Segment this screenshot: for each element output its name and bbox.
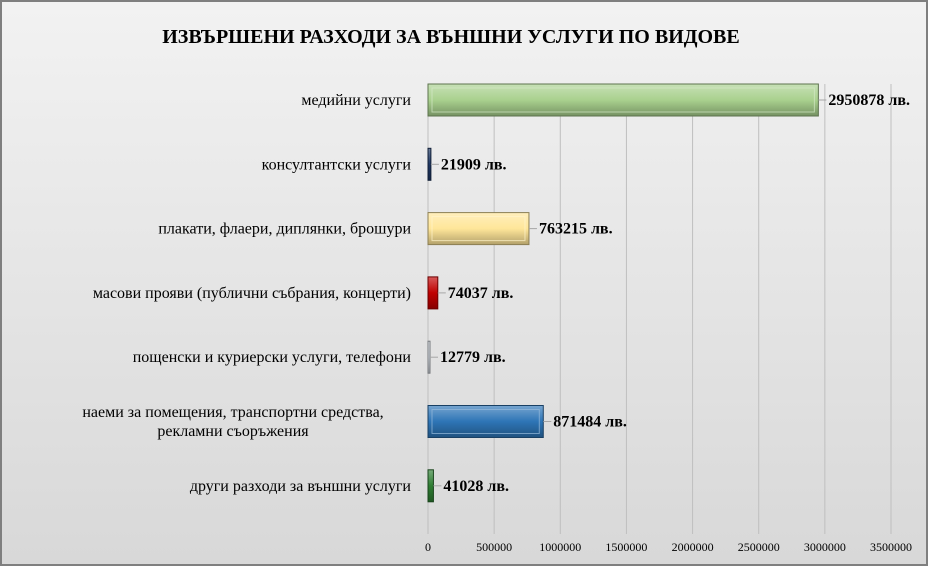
- value-label: 12779 лв.: [440, 349, 506, 366]
- x-tick-label: 500000: [476, 540, 512, 554]
- chart-title: ИЗВЪРШЕНИ РАЗХОДИ ЗА ВЪНШНИ УСЛУГИ ПО ВИ…: [162, 26, 740, 48]
- category-label: медийни услуги: [301, 92, 411, 109]
- category-label: други разходи за външни услуги: [190, 478, 412, 495]
- bar: [427, 83, 819, 117]
- bar: [427, 469, 434, 503]
- bar: [427, 405, 544, 438]
- category-label: пощенски и куриерски услуги, телефони: [133, 349, 412, 366]
- category-labels: медийни услуги консултантски услуги плакат…: [82, 92, 411, 495]
- category-label: консултантски услуги: [262, 156, 412, 173]
- bars: [427, 83, 819, 503]
- gridlines: [427, 84, 892, 534]
- value-labels: 2950878 лв. 21909 лв. 763215 лв. 74037 лв. 1…: [430, 92, 910, 495]
- x-tick-label: 0: [425, 540, 431, 554]
- x-axis-ticks: 0 500000 1000000 1500000 2000000 2500000 30000…: [425, 540, 912, 554]
- category-label-line: наеми за помещения, транспортни средства…: [82, 404, 383, 421]
- category-label: плакати, флаери, диплянки, брошури: [158, 221, 411, 238]
- bar: [427, 340, 431, 374]
- x-tick-label: 3500000: [870, 540, 912, 554]
- category-label-line: рекламни съоръжения: [157, 423, 309, 440]
- bar: [427, 147, 432, 181]
- bar-bevel: [431, 87, 815, 113]
- bar: [427, 212, 530, 246]
- bar: [427, 276, 439, 310]
- x-tick-label: 2000000: [672, 540, 714, 554]
- value-label: 871484 лв.: [553, 414, 627, 431]
- value-label: 2950878 лв.: [828, 92, 910, 109]
- x-tick-label: 2500000: [738, 540, 780, 554]
- value-label: 763215 лв.: [539, 221, 613, 238]
- bar-bevel: [431, 409, 540, 434]
- category-label: наеми за помещения, транспортни средства…: [82, 404, 383, 440]
- value-label: 74037 лв.: [448, 285, 514, 302]
- value-label: 41028 лв.: [443, 478, 509, 495]
- category-label: масови прояви (публични събрания, концер…: [93, 285, 411, 302]
- bar-bevel: [431, 216, 526, 242]
- value-label: 21909 лв.: [441, 156, 507, 173]
- x-tick-label: 1500000: [605, 540, 647, 554]
- x-tick-label: 1000000: [539, 540, 581, 554]
- x-tick-label: 3000000: [804, 540, 846, 554]
